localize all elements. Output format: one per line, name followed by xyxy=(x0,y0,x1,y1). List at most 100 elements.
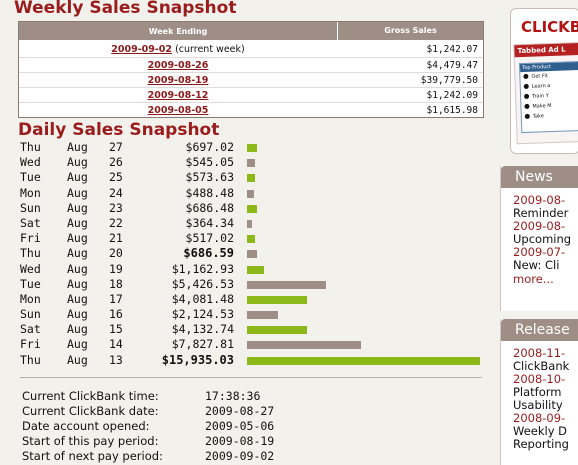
day-of-week: Mon xyxy=(20,291,41,306)
current-week-note: (current week) xyxy=(175,44,245,55)
daily-row: Thu Aug 13 $15,935.03 xyxy=(20,353,486,368)
weekly-table-header: Week Ending Gross Sales xyxy=(19,22,483,40)
stat-label: Current ClickBank date: xyxy=(22,404,159,418)
release-text: Platform xyxy=(513,385,562,399)
stat-value: 2009-09-02 xyxy=(205,449,275,463)
release-panel: Release 2008-11- ClickBank 2008-10- Plat… xyxy=(500,319,578,465)
daily-amount: $5,426.53 xyxy=(171,276,234,291)
day-of-week: Wed xyxy=(20,155,41,170)
day-number: 26 xyxy=(109,155,123,170)
daily-amount: $4,081.48 xyxy=(171,291,234,306)
release-date-link[interactable]: 2008-09- xyxy=(513,411,566,425)
bullet-icon xyxy=(523,83,529,89)
daily-row: Sat Aug 15 $4,132.74 xyxy=(20,322,486,337)
week-link[interactable]: 2009-08-19 xyxy=(147,74,209,86)
tabbed-ad-banner[interactable]: CLICKB Tabbed Ad L Top Product Get Fit L… xyxy=(510,8,578,154)
month: Aug xyxy=(67,337,88,352)
col-gross-sales: Gross Sales xyxy=(337,22,483,40)
stat-value: 2009-08-27 xyxy=(205,404,275,418)
day-number: 21 xyxy=(109,231,123,246)
weekly-row: 2009-09-02 (current week) $1,242.07 xyxy=(19,42,483,57)
stat-label: Start of next pay period: xyxy=(22,449,163,463)
daily-sales-heading: Daily Sales Snapshot xyxy=(18,120,220,140)
news-date-link[interactable]: 2009-07- xyxy=(513,245,566,259)
daily-amount: $4,132.74 xyxy=(171,322,234,337)
daily-row: Fri Aug 14 $7,827.81 xyxy=(20,337,486,352)
weekly-sales-heading: Weekly Sales Snapshot xyxy=(14,0,237,18)
daily-row: Wed Aug 26 $545.05 xyxy=(20,155,486,170)
sidebar: CLICKB Tabbed Ad L Top Product Get Fit L… xyxy=(500,0,578,465)
sales-bar xyxy=(247,235,255,244)
daily-row: Sun Aug 23 $686.48 xyxy=(20,201,486,216)
sales-bar xyxy=(247,356,480,365)
divider xyxy=(20,377,482,378)
weekly-row: 2009-08-19 $39,779.50 xyxy=(19,72,483,87)
month: Aug xyxy=(67,140,88,154)
day-number: 16 xyxy=(109,307,123,322)
week-link[interactable]: 2009-09-02 xyxy=(111,44,173,55)
week-link[interactable]: 2009-08-26 xyxy=(147,59,209,71)
month: Aug xyxy=(67,155,88,170)
day-of-week: Thu xyxy=(20,246,41,261)
day-of-week: Sun xyxy=(20,200,41,215)
day-of-week: Thu xyxy=(20,140,41,154)
day-number: 15 xyxy=(109,322,123,337)
clickbank-logo: CLICKB xyxy=(521,18,578,36)
sales-bar xyxy=(247,204,257,213)
month: Aug xyxy=(67,185,88,200)
daily-amount: $517.02 xyxy=(185,231,234,246)
gross-sales-value: $1,242.09 xyxy=(426,89,478,101)
bullet-icon xyxy=(524,103,530,109)
daily-amount: $545.05 xyxy=(185,155,234,170)
month: Aug xyxy=(67,215,88,230)
day-number: 20 xyxy=(109,246,123,261)
ad-inner-panel: Top Product Get Fit Learn a Train Y Make… xyxy=(518,60,578,134)
day-number: 24 xyxy=(109,185,123,200)
month: Aug xyxy=(67,352,88,367)
ad-card: Tabbed Ad L Top Product Get Fit Learn a … xyxy=(513,41,578,145)
week-link[interactable]: 2009-08-12 xyxy=(147,89,209,101)
daily-row: Thu Aug 20 $686.59 xyxy=(20,246,486,261)
daily-sales-list: Thu Aug 27 $697.02 Wed Aug 26 $545.05 Tue Aug 25 $5… xyxy=(20,140,486,368)
release-date-link[interactable]: 2008-11- xyxy=(513,346,566,360)
daily-amount: $686.48 xyxy=(185,200,234,215)
col-week-ending: Week Ending xyxy=(148,26,208,36)
daily-row: Thu Aug 27 $697.02 xyxy=(20,140,486,155)
release-text: Reporting xyxy=(513,437,569,451)
daily-row: Tue Aug 18 $5,426.53 xyxy=(20,277,486,292)
daily-amount: $7,827.81 xyxy=(171,337,234,352)
daily-row: Sun Aug 16 $2,124.53 xyxy=(20,307,486,322)
gross-sales-value: $1,615.98 xyxy=(426,104,478,116)
daily-row: Fri Aug 21 $517.02 xyxy=(20,231,486,246)
daily-amount: $488.48 xyxy=(185,185,234,200)
release-text: Usability xyxy=(513,398,563,412)
release-date-link[interactable]: 2008-10- xyxy=(513,372,566,386)
week-link[interactable]: 2009-08-05 xyxy=(147,104,209,116)
day-of-week: Sun xyxy=(20,307,41,322)
daily-amount: $364.34 xyxy=(185,215,234,230)
day-of-week: Mon xyxy=(20,185,41,200)
day-number: 18 xyxy=(109,276,123,291)
day-of-week: Sat xyxy=(20,215,41,230)
main-content: Weekly Sales Snapshot Week Ending Gross … xyxy=(14,0,486,463)
day-of-week: Fri xyxy=(20,231,41,246)
month: Aug xyxy=(67,170,88,185)
news-panel: News 2009-08- Reminder 2009-08- Upcoming… xyxy=(500,166,578,311)
news-more-link[interactable]: more... xyxy=(513,272,554,286)
gross-sales-value: $4,479.47 xyxy=(426,59,478,71)
bullet-icon xyxy=(523,73,529,79)
news-date-link[interactable]: 2009-08- xyxy=(513,193,566,207)
sales-bar xyxy=(247,250,257,259)
weekly-sales-table: Week Ending Gross Sales 2009-09-02 (curr… xyxy=(18,21,484,118)
month: Aug xyxy=(67,246,88,261)
weekly-row: 2009-08-05 $1,615.98 xyxy=(19,102,483,117)
daily-amount: $2,124.53 xyxy=(171,307,234,322)
day-number: 27 xyxy=(109,140,123,154)
day-number: 14 xyxy=(109,337,123,352)
news-text: New: Cli xyxy=(513,258,560,272)
daily-amount: $15,935.03 xyxy=(161,352,234,367)
month: Aug xyxy=(67,322,88,337)
bullet-icon xyxy=(524,113,530,119)
day-of-week: Tue xyxy=(20,276,41,291)
news-date-link[interactable]: 2009-08- xyxy=(513,219,566,233)
